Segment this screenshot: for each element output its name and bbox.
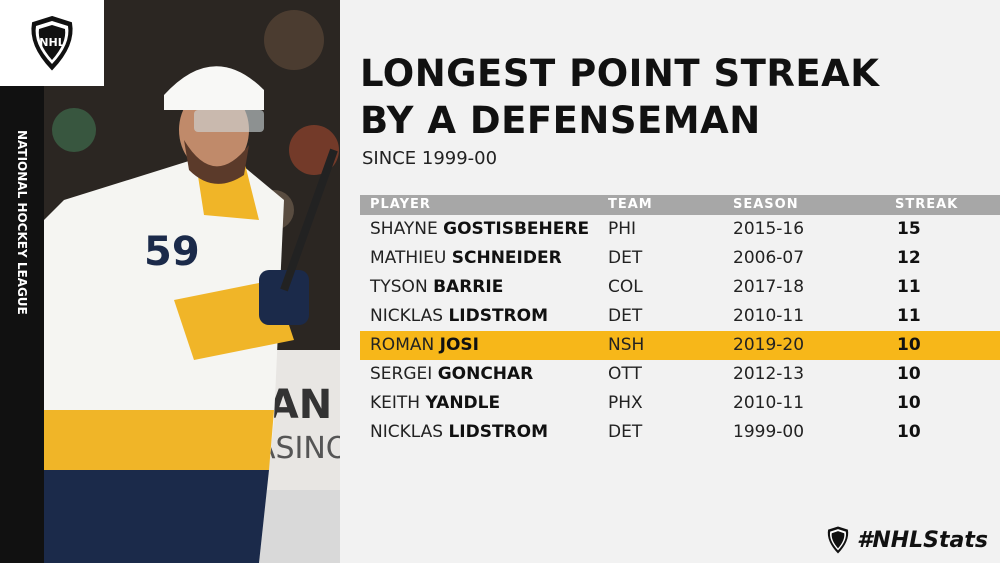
player-last-name: GOSTISBEHERE xyxy=(443,219,590,239)
streak-cell: 15 xyxy=(897,219,921,239)
player-name: SERGEI GONCHAR xyxy=(370,364,533,384)
season-cell: 2015-16 xyxy=(733,219,805,239)
streak-cell: 10 xyxy=(897,335,921,355)
nhl-shield-small-icon xyxy=(827,526,849,554)
streak-table: PLAYER TEAM SEASON STREAK SHAYNE GOSTISB… xyxy=(360,195,1000,447)
table-body: SHAYNE GOSTISBEHERE PHI 2015-16 15 MATHIEU S… xyxy=(360,215,1000,447)
team-cell: OTT xyxy=(608,364,642,384)
league-side-strip: NATIONAL HOCKEY LEAGUE xyxy=(0,0,44,563)
streak-cell: 10 xyxy=(897,422,921,442)
streak-cell: 11 xyxy=(897,306,921,326)
player-last-name: JOSI xyxy=(439,335,479,355)
season-cell: 1999-00 xyxy=(733,422,805,442)
season-cell: 2012-13 xyxy=(733,364,805,384)
table-row: SHAYNE GOSTISBEHERE PHI 2015-16 15 xyxy=(360,215,1000,244)
season-cell: 2017-18 xyxy=(733,277,805,297)
team-cell: PHI xyxy=(608,219,637,239)
table-row: SERGEI GONCHAR OTT 2012-13 10 xyxy=(360,360,1000,389)
column-header-streak: STREAK xyxy=(895,197,959,212)
svg-text:NHL: NHL xyxy=(39,36,64,49)
league-name-vertical: NATIONAL HOCKEY LEAGUE xyxy=(15,130,29,315)
player-last-name: SCHNEIDER xyxy=(451,248,562,268)
season-cell: 2010-11 xyxy=(733,393,805,413)
player-first-name: NICKLAS xyxy=(370,306,444,326)
table-row: NICKLAS LIDSTROM DET 2010-11 11 xyxy=(360,302,1000,331)
player-name: MATHIEU SCHNEIDER xyxy=(370,248,562,268)
table-row: TYSON BARRIE COL 2017-18 11 xyxy=(360,273,1000,302)
table-header: PLAYER TEAM SEASON STREAK xyxy=(360,195,1000,215)
player-last-name: GONCHAR xyxy=(437,364,534,384)
player-name: NICKLAS LIDSTROM xyxy=(370,306,548,326)
column-header-team: TEAM xyxy=(608,197,653,212)
streak-cell: 12 xyxy=(897,248,921,268)
player-last-name: LIDSTROM xyxy=(448,306,549,326)
player-name: ROMAN JOSI xyxy=(370,335,479,355)
player-first-name: SHAYNE xyxy=(370,219,438,239)
title-line-2: BY A DEFENSEMAN xyxy=(360,99,761,142)
table-row: KEITH YANDLE PHX 2010-11 10 xyxy=(360,389,1000,418)
player-first-name: NICKLAS xyxy=(370,422,444,442)
player-first-name: ROMAN xyxy=(370,335,435,355)
player-photo: SAN CASINO 59 xyxy=(44,0,340,563)
player-last-name: LIDSTROM xyxy=(448,422,549,442)
streak-cell: 10 xyxy=(897,393,921,413)
nhl-stats-hashtag: #NHLStats xyxy=(825,525,988,555)
column-header-season: SEASON xyxy=(733,197,799,212)
player-name: SHAYNE GOSTISBEHERE xyxy=(370,219,589,239)
team-cell: PHX xyxy=(608,393,643,413)
streak-cell: 11 xyxy=(897,277,921,297)
player-name: NICKLAS LIDSTROM xyxy=(370,422,548,442)
player-name: KEITH YANDLE xyxy=(370,393,500,413)
team-cell: DET xyxy=(608,422,643,442)
season-cell: 2010-11 xyxy=(733,306,805,326)
table-row: MATHIEU SCHNEIDER DET 2006-07 12 xyxy=(360,244,1000,273)
nhl-logo: NHL xyxy=(0,0,104,86)
season-cell: 2006-07 xyxy=(733,248,805,268)
player-name: TYSON BARRIE xyxy=(370,277,503,297)
team-cell: COL xyxy=(608,277,643,297)
title-line-1: LONGEST POINT STREAK xyxy=(360,52,880,95)
hashtag-text: #NHLStats xyxy=(857,527,988,553)
page-subtitle: SINCE 1999-00 xyxy=(362,148,498,169)
page-title: LONGEST POINT STREAK BY A DEFENSEMAN xyxy=(360,50,960,144)
nhl-shield-icon: NHL xyxy=(31,15,73,71)
column-header-player: PLAYER xyxy=(370,197,431,212)
streak-cell: 10 xyxy=(897,364,921,384)
player-first-name: KEITH xyxy=(370,393,421,413)
player-first-name: TYSON xyxy=(370,277,428,297)
table-row: ROMAN JOSI NSH 2019-20 10 xyxy=(360,331,1000,360)
team-cell: DET xyxy=(608,248,643,268)
season-cell: 2019-20 xyxy=(733,335,805,355)
team-cell: DET xyxy=(608,306,643,326)
player-illustration: SAN CASINO 59 xyxy=(44,0,340,563)
player-first-name: SERGEI xyxy=(370,364,433,384)
jersey-number: 59 xyxy=(144,229,200,275)
player-last-name: BARRIE xyxy=(433,277,504,297)
team-cell: NSH xyxy=(608,335,645,355)
table-row: NICKLAS LIDSTROM DET 1999-00 10 xyxy=(360,418,1000,447)
player-last-name: YANDLE xyxy=(425,393,501,413)
player-first-name: MATHIEU xyxy=(370,248,447,268)
